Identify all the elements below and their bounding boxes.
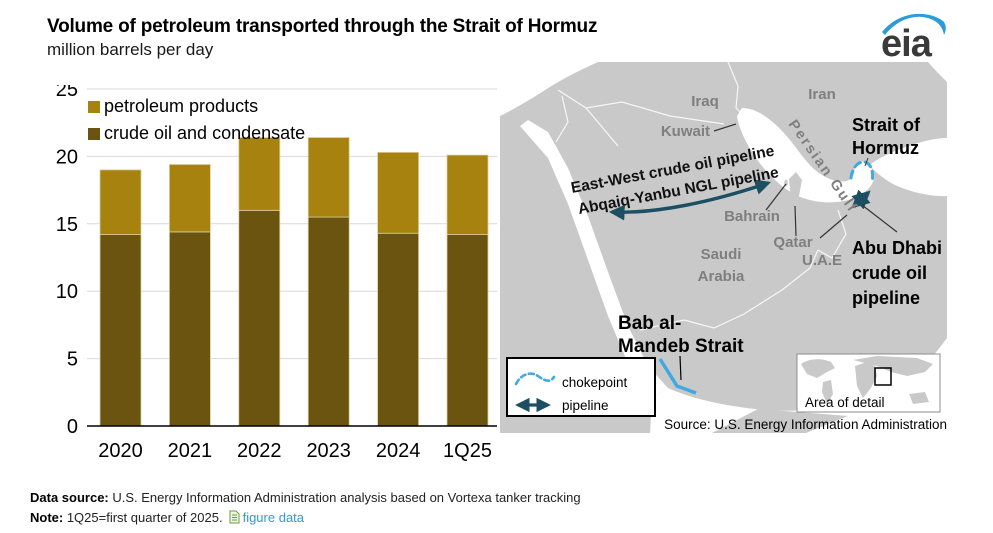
legend-label-petroleum-products: petroleum products: [104, 96, 258, 116]
legend-swatch-crude-oil: [88, 128, 100, 140]
abu-dhabi-pipeline-arrow: [851, 189, 871, 210]
footer-note: Note: 1Q25=first quarter of 2025. figure …: [30, 508, 581, 530]
map-source: Source: U.S. Energy Information Administ…: [664, 417, 947, 432]
label-strait-of-hormuz-1: Strait of: [852, 115, 921, 135]
bar-2022-crude: [238, 209, 281, 427]
x-tick-2022: 2022: [237, 440, 282, 462]
figure-data-link[interactable]: figure data: [242, 510, 305, 525]
eia-logo-swoosh-icon: [882, 13, 946, 35]
bar-1Q25-crude: [446, 234, 489, 427]
label-iran: Iran: [808, 86, 836, 103]
bar-2023-crude: [307, 216, 350, 427]
bar-2023-petroleum: [307, 137, 350, 218]
map-legend: chokepoint pipeline: [506, 357, 656, 417]
y-tick-15: 15: [56, 214, 78, 236]
legend-swatch-petroleum-products: [88, 101, 100, 113]
inset-label: Area of detail: [805, 395, 885, 410]
east-west-pipeline-arrow: [608, 179, 771, 221]
x-tick-2023: 2023: [306, 440, 351, 462]
map-pointer-lines: [679, 123, 898, 381]
label-bab-al-mandeb-1: Bab al-: [618, 313, 681, 334]
y-tick-5: 5: [67, 349, 78, 371]
legend-label-crude-oil: crude oil and condensate: [104, 123, 305, 143]
strait-of-hormuz-chokepoint-line: [849, 160, 875, 184]
bar-2020-petroleum: [99, 169, 142, 235]
page-title: Volume of petroleum transported through …: [47, 16, 598, 37]
y-tick-10: 10: [56, 281, 78, 303]
y-tick-20: 20: [56, 146, 78, 168]
label-saudi: Saudi: [701, 246, 742, 263]
label-bahrain: Bahrain: [724, 208, 780, 225]
area-of-detail-inset: Area of detail: [796, 353, 941, 413]
chokepoint-legend-icon: [514, 372, 556, 386]
label-abu-dhabi-1: Abu Dhabi: [852, 238, 942, 258]
chart-bars: [99, 137, 489, 427]
label-kuwait: Kuwait: [661, 123, 710, 140]
label-qatar: Qatar: [773, 234, 812, 251]
x-tick-2024: 2024: [376, 440, 421, 462]
footer-data-source: Data source: U.S. Energy Information Adm…: [30, 490, 581, 505]
label-arabia: Arabia: [698, 268, 745, 285]
map-borders: [555, 61, 847, 331]
bab-al-mandeb-chokepoint-line: [658, 358, 697, 395]
footer-notes: Data source: U.S. Energy Information Adm…: [30, 488, 581, 530]
label-uae: U.A.E: [802, 252, 842, 269]
y-tick-25: 25: [56, 85, 78, 101]
bar-2020-crude: [99, 234, 142, 427]
chart-axes: 0 5 10 15 20 25 2020 2021 2022 2023 2024 1Q25: [56, 79, 497, 462]
label-abu-dhabi-2: crude oil: [852, 263, 927, 283]
chart-legend: petroleum products crude oil and condens…: [88, 96, 305, 143]
bar-2024-crude: [377, 232, 420, 427]
label-bab-al-mandeb-2: Mandeb Strait: [618, 336, 744, 357]
map-legend-chokepoint-label: chokepoint: [562, 375, 628, 390]
bar-chart: 0 5 10 15 20 25 2020 2021 2022 2023 2024 1Q25 petro…: [0, 79, 500, 490]
inset-world-map: [801, 356, 933, 404]
eia-logo: eia: [872, 8, 950, 67]
map-country-labels: Iraq Iran Kuwait Bahrain Qatar U.A.E Sau…: [661, 86, 842, 285]
label-abu-dhabi-3: pipeline: [852, 288, 920, 308]
figure-data-doc-icon: [229, 510, 240, 530]
bar-2024-petroleum: [377, 151, 420, 234]
x-tick-1Q25: 1Q25: [443, 440, 492, 462]
bar-2021-petroleum: [168, 164, 211, 233]
map-feature-labels: Strait of Hormuz Abu Dhabi crude oil pip…: [618, 115, 942, 357]
bar-2021-crude: [168, 231, 211, 427]
x-tick-2020: 2020: [98, 440, 143, 462]
label-iraq: Iraq: [691, 93, 719, 110]
bar-2022-petroleum: [238, 137, 281, 211]
x-tick-2021: 2021: [168, 440, 213, 462]
page-subtitle: million barrels per day: [47, 40, 214, 59]
map-land-details: [712, 172, 848, 433]
label-strait-of-hormuz-2: Hormuz: [852, 138, 919, 158]
map-legend-pipeline-label: pipeline: [562, 398, 609, 413]
persian-gulf-map: Iraq Iran Kuwait Bahrain Qatar U.A.E Sau…: [500, 61, 947, 438]
eia-logo-text: eia: [881, 23, 933, 62]
y-tick-0: 0: [67, 416, 78, 438]
bar-1Q25-petroleum: [446, 154, 489, 235]
inset-detail-box: [874, 367, 892, 386]
chart-gridlines: [87, 88, 497, 360]
